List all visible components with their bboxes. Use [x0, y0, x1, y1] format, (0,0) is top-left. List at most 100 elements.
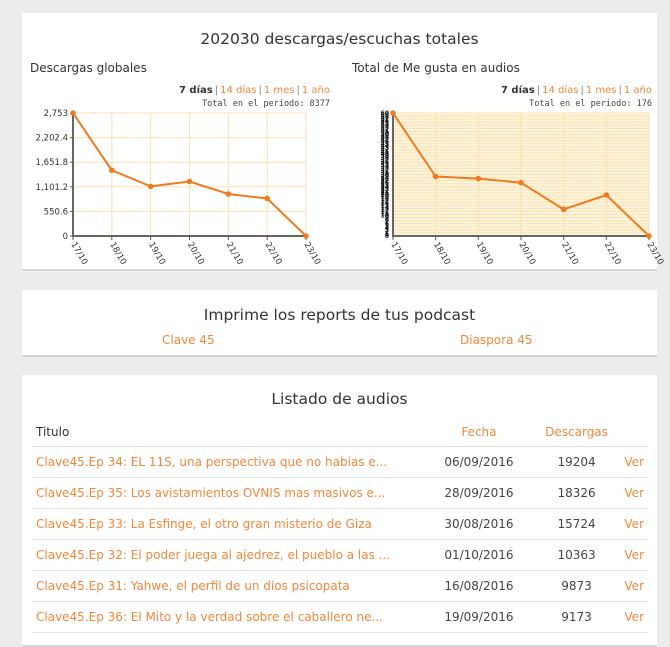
- svg-text:49: 49: [381, 133, 389, 140]
- svg-text:47: 47: [381, 137, 389, 144]
- svg-text:34: 34: [381, 163, 389, 170]
- x-tick-label: 22/10: [263, 241, 284, 267]
- x-tick-label: 21/10: [224, 241, 245, 267]
- column-title[interactable]: Titulo: [32, 417, 426, 447]
- likes-chart-title: Total de Me gusta en audios: [352, 61, 520, 75]
- svg-text:55: 55: [381, 120, 389, 127]
- svg-text:31: 31: [381, 169, 389, 176]
- svg-text:16: 16: [381, 200, 389, 207]
- data-point[interactable]: [147, 183, 154, 190]
- audio-title-link[interactable]: Clave45.Ep 36: El Mito y la verdad sobre…: [36, 610, 383, 624]
- report-link-clave-45[interactable]: Clave 45: [162, 333, 215, 347]
- x-tick-label: 22/10: [602, 241, 623, 267]
- audio-title-link[interactable]: Clave45.Ep 33: La Esfinge, el otro gran …: [36, 517, 372, 531]
- svg-text:2: 2: [385, 229, 389, 236]
- svg-text:60: 60: [381, 110, 389, 117]
- data-point[interactable]: [70, 110, 76, 116]
- svg-text:33: 33: [381, 165, 389, 172]
- svg-text:50: 50: [381, 131, 389, 138]
- table-row: Clave45.Ep 36: El Mito y la verdad sobre…: [32, 601, 648, 633]
- report-link-diaspora-45[interactable]: Diaspora 45: [460, 333, 533, 347]
- svg-text:36: 36: [381, 159, 389, 166]
- audio-date: 06/09/2016: [425, 446, 533, 478]
- data-point[interactable]: [603, 192, 610, 198]
- table-row: Clave45.Ep 34: EL 11S, una perspectiva q…: [32, 446, 648, 478]
- data-point[interactable]: [475, 175, 482, 182]
- svg-text:32: 32: [381, 167, 389, 174]
- audio-downloads: 9873: [532, 570, 621, 602]
- svg-text:38: 38: [381, 155, 389, 162]
- column-action: [620, 417, 648, 447]
- data-point[interactable]: [303, 233, 309, 239]
- audio-date: 01/10/2016: [425, 539, 533, 571]
- range-14-days[interactable]: 14 días: [220, 85, 257, 96]
- svg-text:57: 57: [381, 116, 389, 123]
- svg-text:35: 35: [381, 161, 389, 168]
- svg-text:22: 22: [381, 188, 389, 195]
- svg-text:10: 10: [381, 213, 389, 220]
- svg-text:23: 23: [381, 186, 389, 193]
- svg-text:3: 3: [385, 227, 389, 234]
- svg-text:46: 46: [381, 139, 389, 146]
- view-link[interactable]: Ver: [624, 517, 644, 531]
- svg-text:54: 54: [381, 122, 389, 129]
- column-downloads[interactable]: Descargas: [532, 417, 621, 447]
- view-link[interactable]: Ver: [624, 548, 644, 562]
- data-point[interactable]: [186, 178, 193, 185]
- stats-title: 202030 descargas/escuchas totales: [200, 30, 479, 48]
- view-link[interactable]: Ver: [624, 579, 644, 593]
- range-7-days[interactable]: 7 días: [500, 85, 535, 96]
- svg-text:15: 15: [381, 202, 389, 209]
- svg-text:53: 53: [381, 124, 389, 131]
- data-point[interactable]: [646, 233, 652, 239]
- audios-table: Titulo Fecha Descargas Clave45.Ep 34: EL…: [32, 417, 648, 633]
- column-date[interactable]: Fecha: [425, 417, 533, 447]
- x-tick-label: 18/10: [107, 241, 128, 267]
- data-point[interactable]: [109, 167, 115, 174]
- data-point[interactable]: [390, 110, 396, 116]
- reports-panel: Imprime los reports de tus podcast Clave…: [22, 290, 657, 357]
- range-1-year[interactable]: 1 año: [301, 85, 330, 96]
- audio-date: 30/08/2016: [425, 508, 533, 540]
- data-point[interactable]: [518, 179, 524, 186]
- audio-title-link[interactable]: Clave45.Ep 32: El poder juega al ajedrez…: [36, 548, 391, 562]
- audio-title-link[interactable]: Clave45.Ep 34: EL 11S, una perspectiva q…: [36, 455, 388, 469]
- range-1-month[interactable]: 1 mes: [585, 85, 617, 96]
- data-point[interactable]: [560, 206, 567, 213]
- svg-text:21: 21: [381, 190, 389, 197]
- audio-title-link[interactable]: Clave45.Ep 35: Los avistamientos OVNIS m…: [36, 486, 386, 500]
- table-row: Clave45.Ep 33: La Esfinge, el otro gran …: [32, 508, 648, 540]
- svg-text:40: 40: [381, 151, 389, 158]
- svg-text:25: 25: [381, 182, 389, 189]
- data-point[interactable]: [432, 173, 439, 180]
- svg-text:7: 7: [385, 219, 389, 226]
- svg-text:27: 27: [381, 178, 389, 185]
- y-tick-label: 2,202.4: [36, 134, 68, 144]
- svg-text:20: 20: [381, 192, 389, 199]
- svg-text:6: 6: [385, 221, 389, 228]
- range-selector: 7 días | 14 días | 1 mes | 1 año: [500, 85, 652, 96]
- svg-text:43: 43: [381, 145, 389, 152]
- audio-title-link[interactable]: Clave45.Ep 31: Yahwe, el perfil de un di…: [36, 579, 350, 593]
- svg-text:11: 11: [381, 210, 389, 217]
- data-point[interactable]: [225, 191, 232, 197]
- audio-downloads: 15724: [532, 508, 621, 540]
- period-total: Total en el periodo: 8377: [202, 99, 330, 109]
- svg-text:30: 30: [381, 172, 389, 179]
- range-1-year[interactable]: 1 año: [623, 85, 652, 96]
- x-tick-label: 23/10: [301, 241, 322, 267]
- range-14-days[interactable]: 14 días: [542, 85, 579, 96]
- view-link[interactable]: Ver: [624, 455, 644, 469]
- svg-text:13: 13: [381, 206, 389, 213]
- audio-date: 28/09/2016: [425, 477, 533, 509]
- svg-text:29: 29: [381, 174, 389, 181]
- audio-downloads: 19204: [532, 446, 621, 478]
- view-link[interactable]: Ver: [624, 486, 644, 500]
- range-7-days[interactable]: 7 días: [178, 85, 213, 96]
- view-link[interactable]: Ver: [624, 610, 644, 624]
- range-1-month[interactable]: 1 mes: [263, 85, 295, 96]
- x-tick-label: 19/10: [474, 241, 495, 267]
- table-row: Clave45.Ep 35: Los avistamientos OVNIS m…: [32, 477, 648, 509]
- data-point[interactable]: [264, 195, 270, 202]
- table-row: Clave45.Ep 31: Yahwe, el perfil de un di…: [32, 570, 648, 602]
